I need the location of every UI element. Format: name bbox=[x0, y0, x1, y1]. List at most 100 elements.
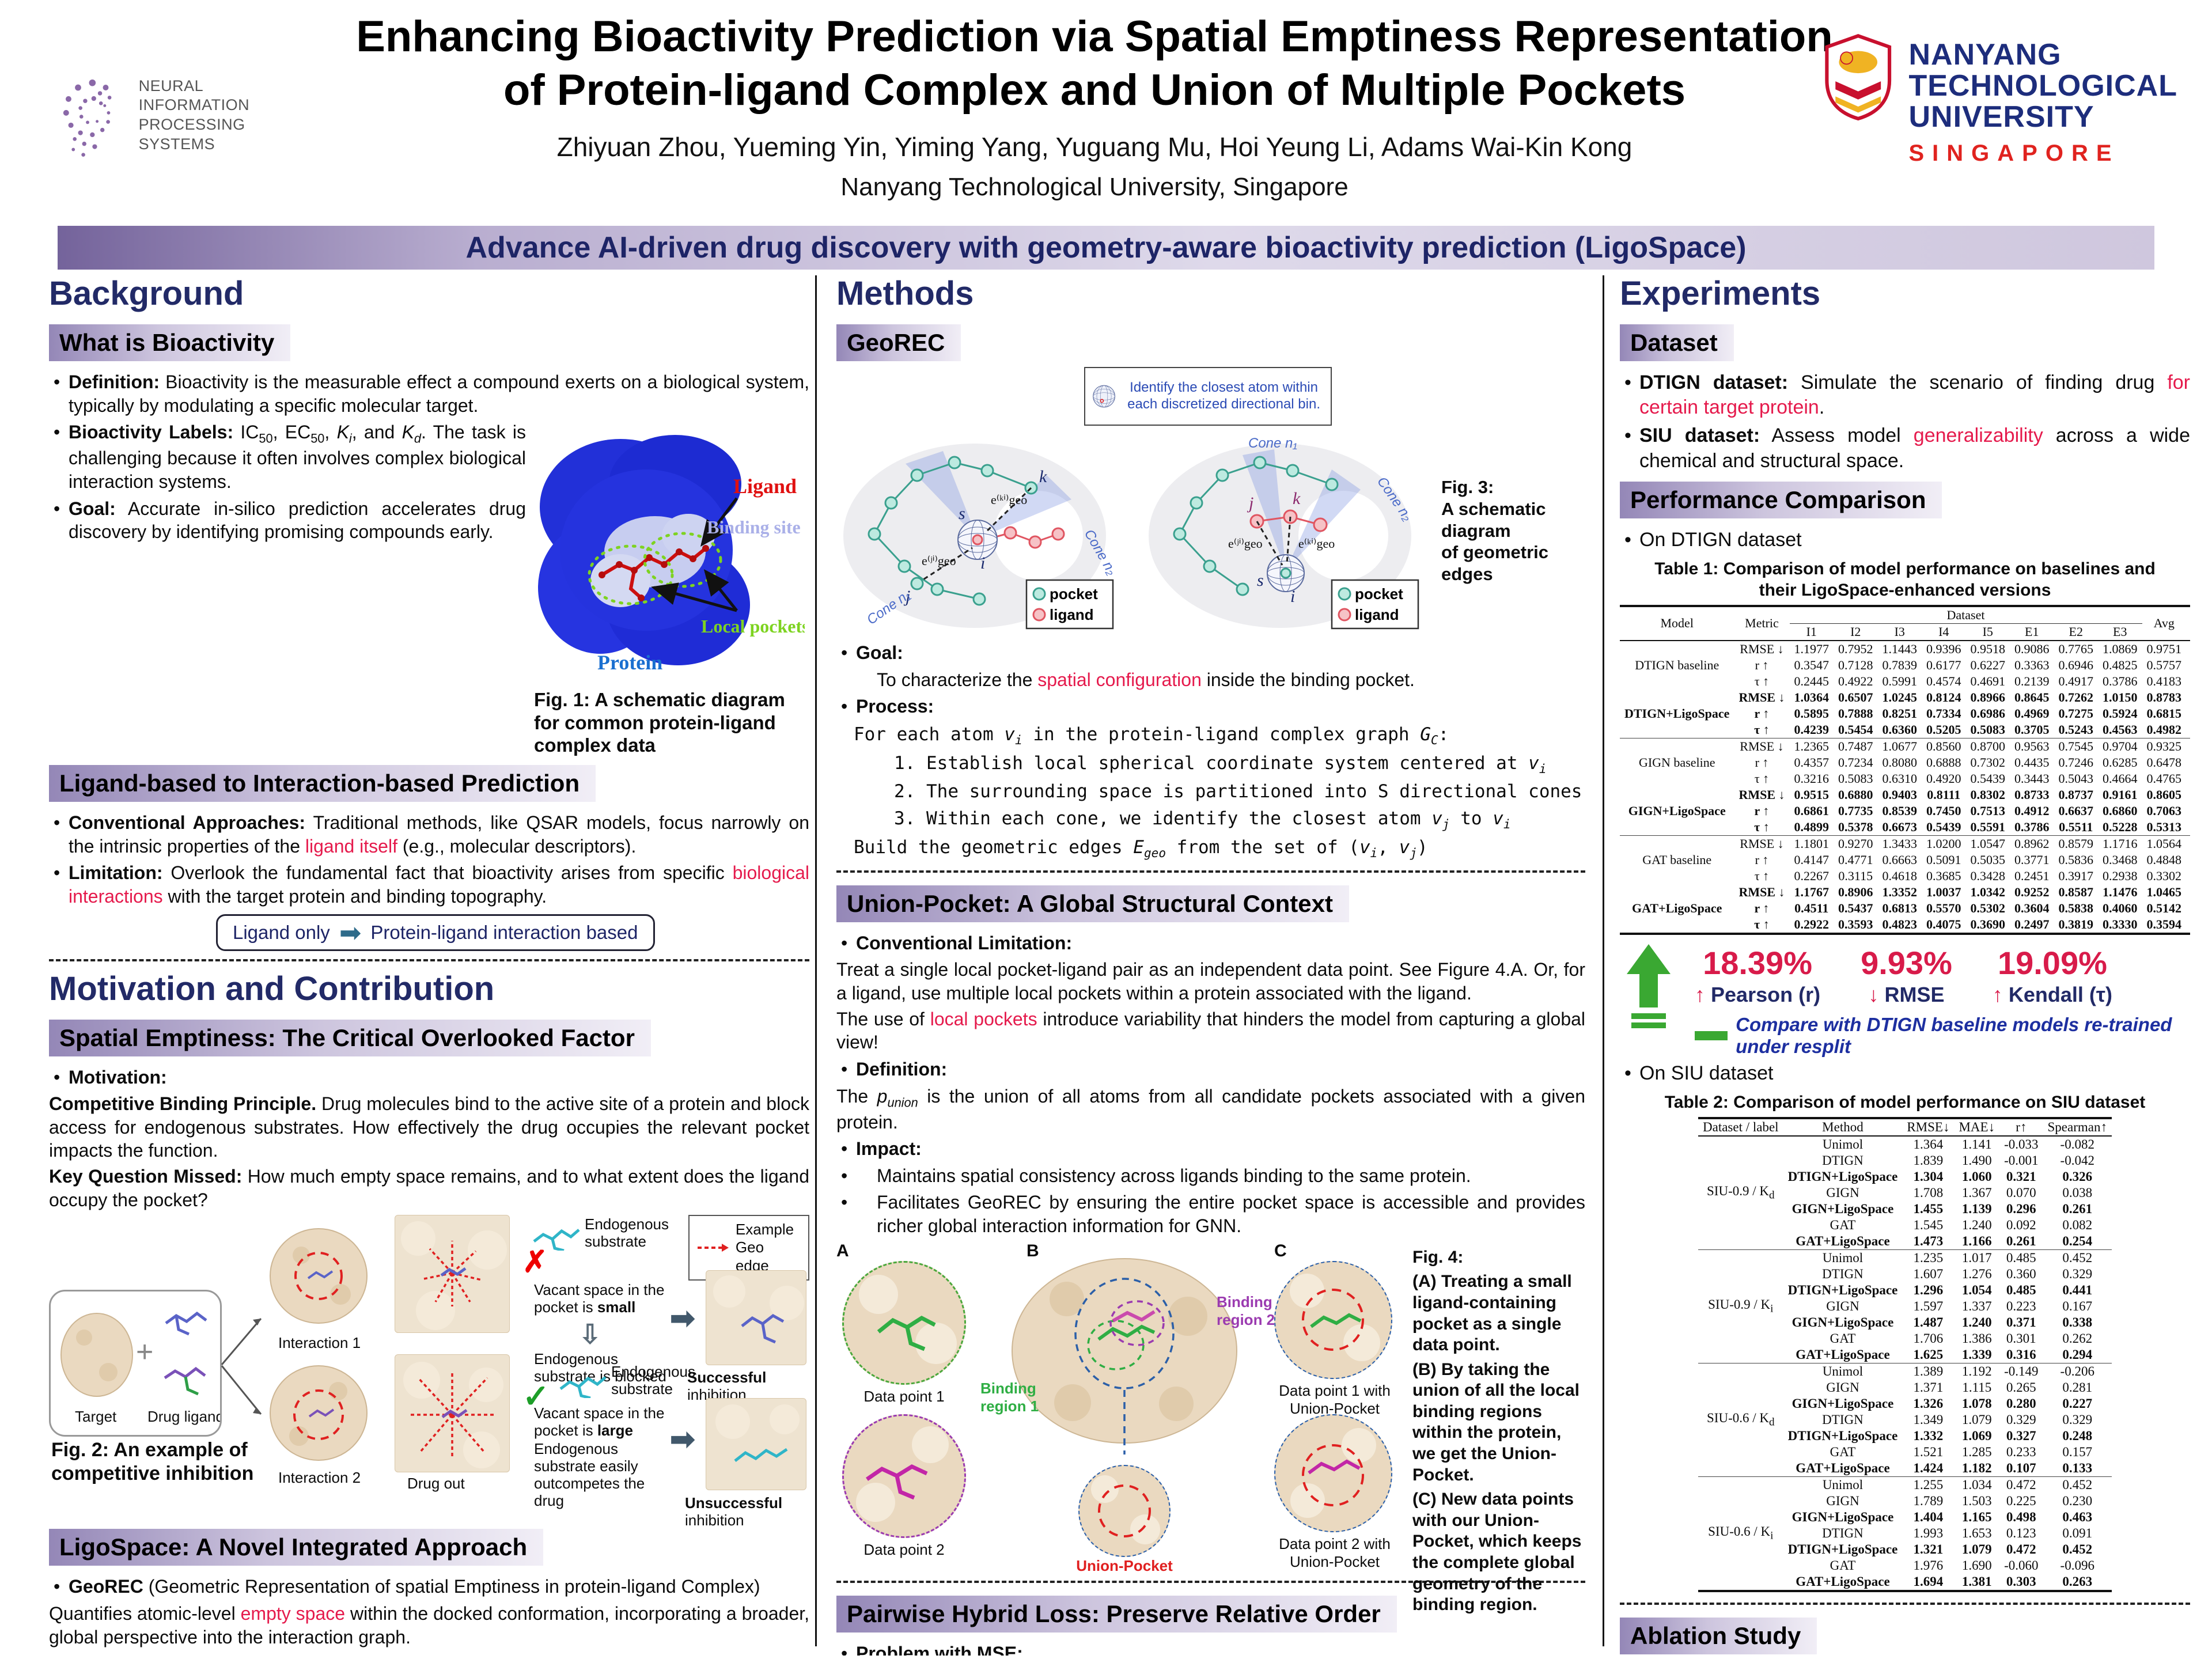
neurips-logo-text: NEURAL INFORMATION PROCESSING SYSTEMS bbox=[138, 77, 250, 153]
improvement-stats: 18.39% ↑ Pearson (r) 9.93% ↓ RMSE 19.09%… bbox=[1620, 944, 2190, 1058]
fig2-target-drugs-image: + Target Drug ligands bbox=[60, 1312, 232, 1425]
bullet-process-head: Process: bbox=[836, 695, 1585, 718]
banner-text: Advance AI-driven drug discovery with ge… bbox=[465, 231, 1747, 264]
svg-text:ligand: ligand bbox=[1050, 606, 1094, 623]
svg-text:i: i bbox=[980, 554, 985, 573]
bullet-on-siu: On SIU dataset bbox=[1620, 1061, 2190, 1086]
check-icon: ✓ bbox=[522, 1378, 550, 1415]
svg-text:Local pockets: Local pockets bbox=[701, 616, 805, 637]
fig2-result2-panel bbox=[706, 1398, 806, 1491]
fig2-result2-image bbox=[715, 1404, 800, 1463]
ligand-to-interaction-pill: Ligand only ➡ Protein-ligand interaction… bbox=[216, 914, 655, 951]
fig4-letter-c: C bbox=[1274, 1241, 1287, 1260]
bullet-goal-head: Goal: bbox=[836, 641, 1585, 665]
svg-text:k: k bbox=[1293, 489, 1301, 508]
fig2-endo1-molecule bbox=[533, 1229, 580, 1251]
svg-text:Cone n₁: Cone n₁ bbox=[1248, 435, 1297, 451]
fig4: A B C Data point 1 Data point 2 bbox=[836, 1241, 1585, 1615]
stats-note: Compare with DTIGN baseline models re-tr… bbox=[1695, 1014, 2190, 1058]
fig2-drugout-label: Drug out bbox=[407, 1475, 465, 1493]
column-experiments: Experiments Dataset DTIGN dataset: Simul… bbox=[1620, 273, 2190, 1656]
right-arrow-icon: ➡ bbox=[670, 1423, 695, 1457]
fig2-zoom2-panel bbox=[395, 1354, 510, 1473]
fig2-result1-panel bbox=[706, 1270, 806, 1366]
table1: ModelMetricDatasetAvgAvg Imp%I1I2I3I4I5E… bbox=[1620, 604, 2190, 935]
fig4-union-pocket-label: Union-Pocket bbox=[1076, 1556, 1173, 1574]
stat-kendall: 19.09% ↑ Kendall (τ) bbox=[1992, 944, 2112, 1006]
fig4-letter-a: A bbox=[836, 1241, 849, 1260]
ntu-crest-icon bbox=[1825, 33, 1892, 121]
table2-title: Table 2: Comparison of model performance… bbox=[1664, 1093, 2146, 1112]
impact-item-1: Maintains spatial consistency across lig… bbox=[836, 1164, 1585, 1188]
fig4-dp2-union-image bbox=[1274, 1414, 1392, 1532]
fig2-interaction1-image bbox=[270, 1228, 368, 1324]
table2: Dataset / label Method RMSE↓ MAE↓ r↑ Spearman… bbox=[1698, 1116, 2112, 1592]
blocked-x-icon: ✗ bbox=[522, 1245, 548, 1279]
fig2-large-label: Vacant space in the pocket is large bbox=[534, 1404, 665, 1440]
ntu-logo-text: NANYANG TECHNOLOGICAL UNIVERSITY SINGAPO… bbox=[1908, 38, 2177, 166]
goal-text: To characterize the spatial configuratio… bbox=[877, 669, 1415, 690]
fig4-letter-b: B bbox=[1027, 1241, 1039, 1260]
experiments-heading: Experiments bbox=[1620, 275, 1821, 312]
fig2-interaction2-label: Interaction 2 bbox=[278, 1469, 361, 1487]
fig3-note-text: Identify the closest atom within each di… bbox=[1127, 380, 1320, 412]
svg-text:pocket: pocket bbox=[1050, 585, 1098, 603]
pill-right-label: Protein-ligand interaction based bbox=[370, 921, 638, 943]
fig2-result1-image bbox=[713, 1275, 804, 1344]
stat-pearson: 18.39% ↑ Pearson (r) bbox=[1695, 944, 1821, 1006]
bullet-limitation: Limitation: Overlook the fundamental fac… bbox=[49, 861, 809, 908]
fig4-dp1-union-image bbox=[1274, 1260, 1392, 1379]
right-arrow-icon: ➡ bbox=[339, 917, 362, 948]
subsection-what-is-bioactivity: What is Bioactivity bbox=[49, 324, 291, 361]
fig2-endo2-label: Endogenous substrate bbox=[611, 1363, 696, 1398]
fig4-dp1-union-label: Data point 1 with Union-Pocket bbox=[1279, 1381, 1391, 1417]
authors: Zhiyuan Zhou, Yueming Yin, Yiming Yang, … bbox=[556, 132, 1633, 162]
bullet-goal: Goal: Accurate in-silico prediction acce… bbox=[49, 497, 809, 544]
process-block: For each atom vi in the protein-ligand c… bbox=[854, 724, 1582, 861]
svg-text:e⁽ᵏⁱ⁾geo: e⁽ᵏⁱ⁾geo bbox=[1298, 536, 1335, 551]
header: NEURAL INFORMATION PROCESSING SYSTEMS En… bbox=[0, 0, 2212, 224]
svg-text:ligand: ligand bbox=[1355, 606, 1399, 623]
fig3-panel1: k j i s e⁽ᵏⁱ⁾geo e⁽ʲⁱ⁾geo Cone n₂ Cone n… bbox=[843, 444, 1119, 630]
ntu-logo: NANYANG TECHNOLOGICAL UNIVERSITY SINGAPO… bbox=[1820, 23, 2177, 196]
down-arrow-icon: ⇩ bbox=[579, 1319, 601, 1350]
fig4-binding-region1-label: Binding region 1 bbox=[980, 1379, 1039, 1415]
fig4-protein-image bbox=[1012, 1257, 1237, 1455]
affiliation: Nanyang Technological University, Singap… bbox=[840, 173, 1349, 201]
bullet-on-dtign: On DTIGN dataset bbox=[1620, 528, 2190, 552]
sphere-icon bbox=[1093, 385, 1115, 408]
banner: Advance AI-driven drug discovery with ge… bbox=[58, 226, 2154, 270]
fig2-small-label: Vacant space in the pocket is small bbox=[534, 1281, 665, 1316]
column-background: Background What is Bioactivity Definitio… bbox=[49, 273, 809, 1656]
subsection-ligospace: LigoSpace: A Novel Integrated Approach bbox=[49, 1529, 544, 1566]
limitation-text-1: Treat a single local pocket-ligand pair … bbox=[836, 959, 1585, 1004]
subsection-dataset: Dataset bbox=[1620, 324, 1734, 361]
bullet-motivation: Motivation: bbox=[49, 1066, 809, 1089]
fig2-blocked-label: Endogenous substrate is blocked bbox=[534, 1350, 666, 1385]
fig2-endo1-label: Endogenous substrate bbox=[585, 1215, 669, 1251]
impact-item-2: Facilitates GeoREC by ensuring the entir… bbox=[836, 1191, 1585, 1237]
subsection-georec: GeoREC bbox=[836, 324, 961, 361]
geo-edge-icon bbox=[698, 1244, 729, 1252]
section-separator bbox=[49, 959, 809, 961]
fig2-interaction1-label: Interaction 1 bbox=[278, 1334, 361, 1352]
svg-text:s: s bbox=[959, 504, 965, 523]
fig4-datapoint2-label: Data point 2 bbox=[863, 1540, 945, 1558]
fig2-zoom2-image bbox=[403, 1362, 503, 1469]
subsection-spatial-emptiness: Spatial Emptiness: The Critical Overlook… bbox=[49, 1019, 651, 1056]
fig2-endo2-molecule bbox=[559, 1376, 607, 1399]
motivation-heading: Motivation and Contribution bbox=[49, 969, 495, 1007]
bullet-union-pocket: Union-Pocket bbox=[49, 1652, 809, 1656]
svg-text:Drug ligands: Drug ligands bbox=[147, 1408, 220, 1425]
svg-text:e⁽ᵏⁱ⁾geo: e⁽ᵏⁱ⁾geo bbox=[991, 493, 1027, 507]
fig2-unsuccessful-label: Unsuccessful inhibition bbox=[685, 1494, 783, 1529]
section-separator bbox=[1620, 1602, 2190, 1605]
bullet-definition-head: Definition: bbox=[836, 1058, 1585, 1081]
bullet-dtign-dataset: DTIGN dataset: Simulate the scenario of … bbox=[1620, 370, 2190, 420]
fig2-zoom1-image bbox=[401, 1221, 507, 1331]
svg-text:s: s bbox=[1257, 571, 1264, 590]
pill-left-label: Ligand only bbox=[233, 921, 330, 943]
fig4-datapoint1-image bbox=[842, 1260, 966, 1385]
svg-text:e⁽ʲⁱ⁾geo: e⁽ʲⁱ⁾geo bbox=[922, 554, 956, 568]
bullet-labels: Bioactivity Labels: IC50, EC50, Ki, and … bbox=[49, 421, 809, 493]
